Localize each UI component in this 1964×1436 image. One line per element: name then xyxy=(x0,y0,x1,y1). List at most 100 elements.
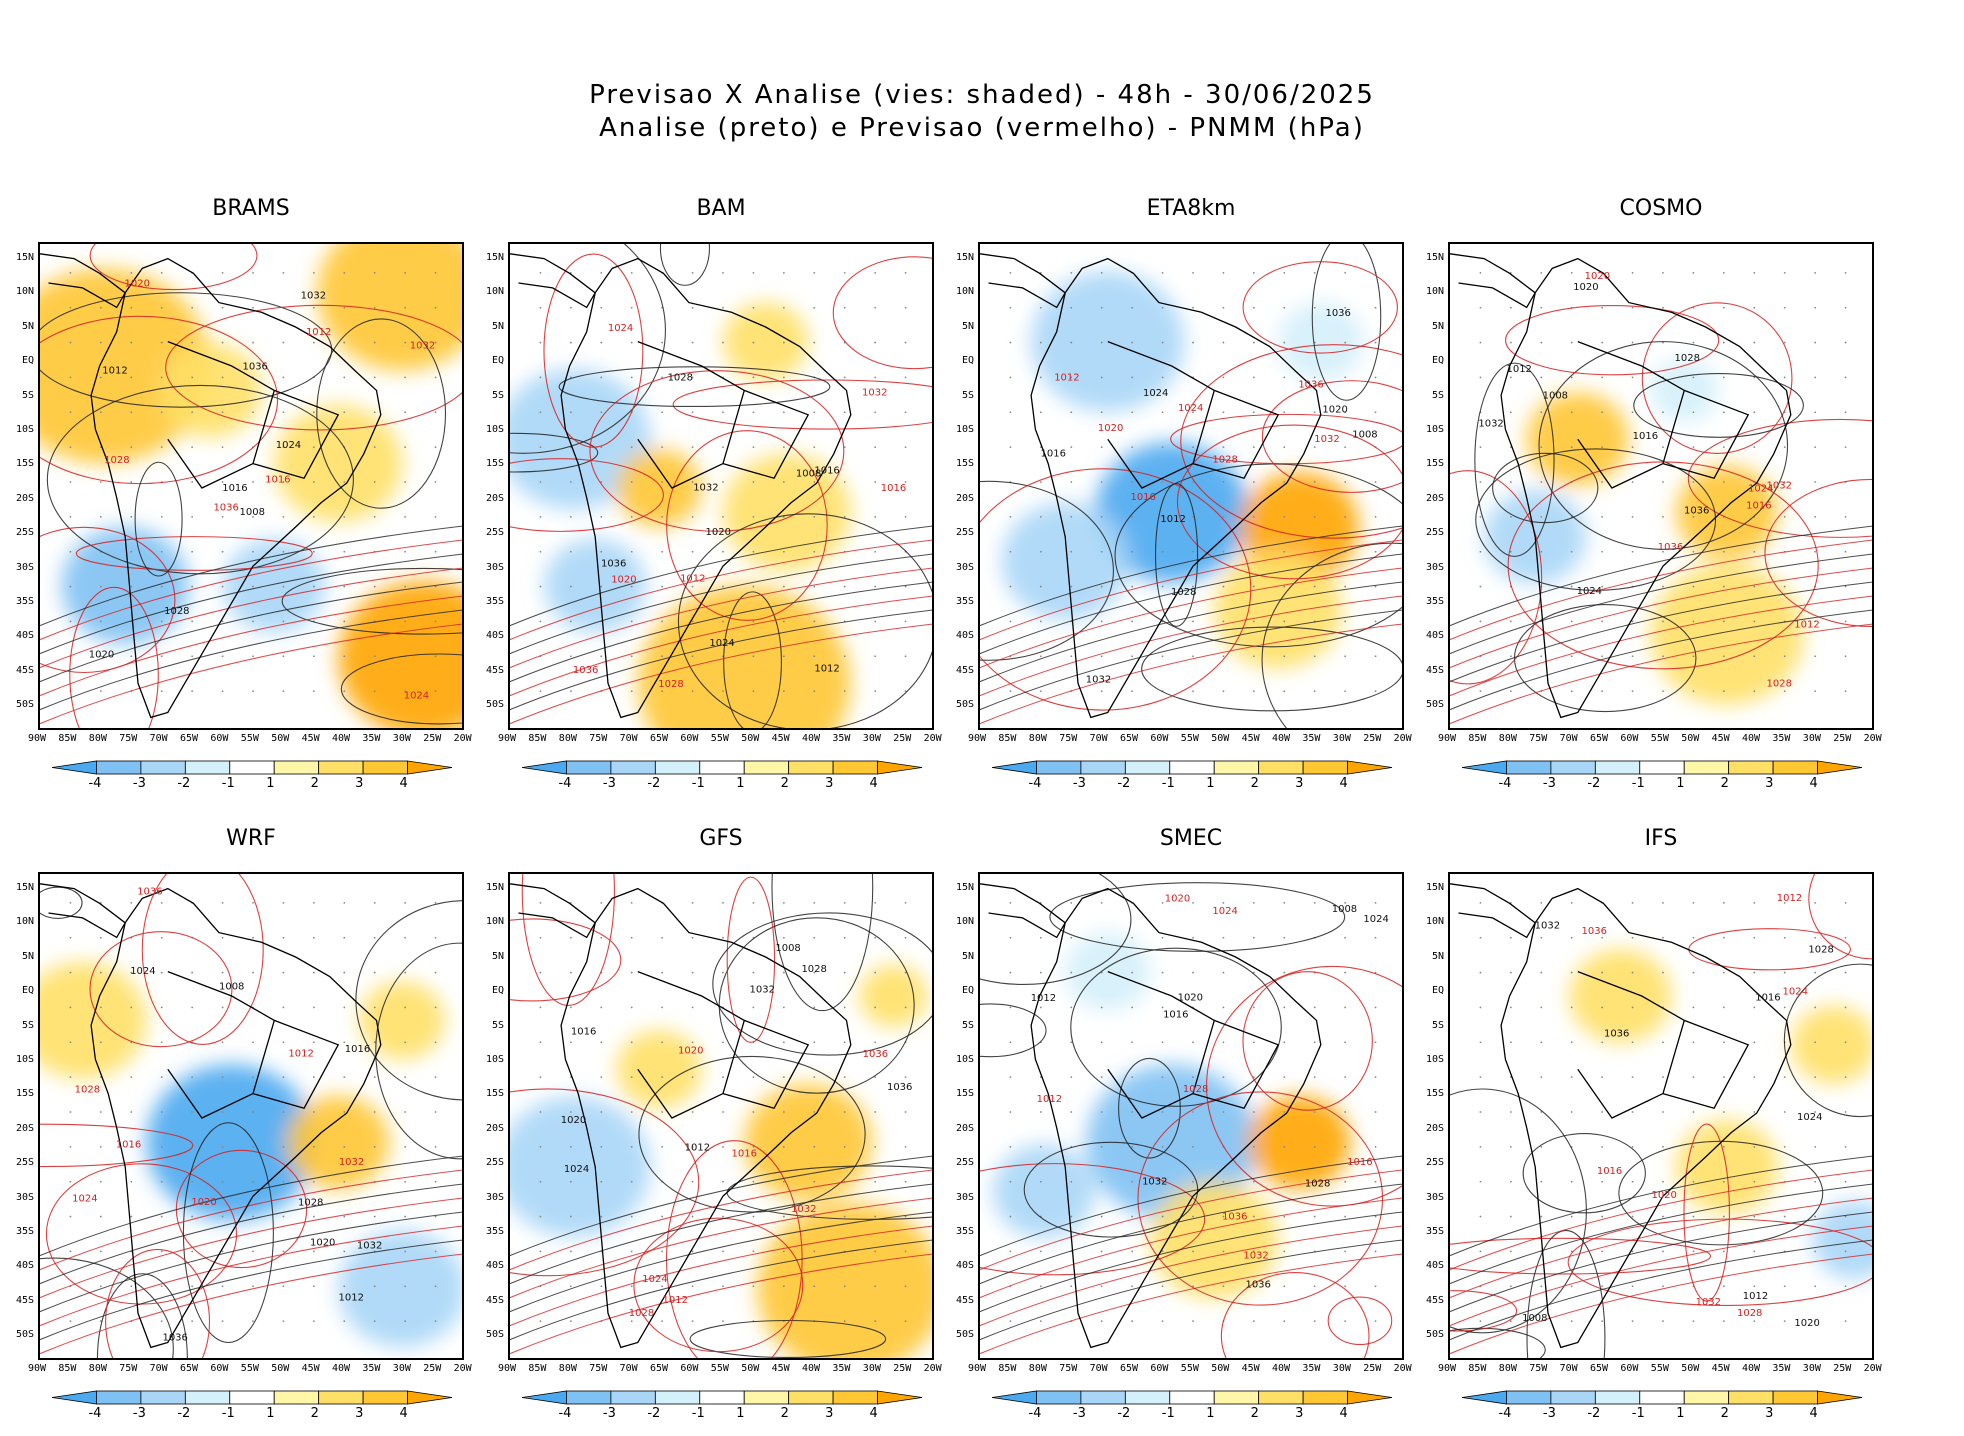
lon-label: 80W xyxy=(1498,733,1517,744)
analysis-contour-label: 1012 xyxy=(339,1292,364,1303)
analysis-isobar xyxy=(40,1155,462,1257)
analysis-isobar xyxy=(1311,244,1382,401)
lon-label: 80W xyxy=(1028,1363,1047,1374)
analysis-contour-label: 1032 xyxy=(1535,920,1560,931)
bias-region xyxy=(757,1202,932,1358)
forecast-isobar xyxy=(980,1163,1206,1276)
analysis-contour-label: 1028 xyxy=(668,372,693,383)
lon-label: 35W xyxy=(832,733,851,744)
lat-label: EQ xyxy=(1431,985,1444,997)
analysis-isobar xyxy=(510,609,932,711)
lat-label: 15S xyxy=(485,458,504,470)
analysis-contour-label: 1008 xyxy=(219,982,244,993)
forecast-contour-label: 1020 xyxy=(124,278,149,289)
lat-label: 15N xyxy=(15,252,34,263)
lat-label: 30S xyxy=(15,1191,34,1203)
analysis-isobar xyxy=(1474,362,1555,557)
lat-label: 45S xyxy=(955,1294,974,1306)
lat-label: 25S xyxy=(1425,1157,1444,1169)
analysis-isobar xyxy=(980,1183,1402,1285)
analysis-isobar xyxy=(1633,372,1804,438)
lat-label: 25S xyxy=(485,527,504,539)
bias-region xyxy=(223,538,326,633)
colorbar-label: 1 xyxy=(1676,1406,1685,1421)
analysis-isobar xyxy=(1475,448,1717,591)
lon-label: 55W xyxy=(240,1363,259,1374)
forecast-isobar xyxy=(1206,965,1402,1207)
analysis-isobar xyxy=(558,366,831,408)
pressure-contours xyxy=(40,244,462,728)
analysis-isobar xyxy=(1450,581,1872,683)
forecast-contour-label: 1016 xyxy=(1746,501,1771,512)
analysis-isobar xyxy=(96,1273,188,1358)
lat-label: 5N xyxy=(1431,320,1444,332)
forecast-isobar xyxy=(510,458,664,532)
colorbar-label: -4 xyxy=(558,776,572,791)
colorbar-label: 1 xyxy=(266,1406,275,1421)
bias-region xyxy=(544,538,647,633)
forecast-isobar xyxy=(510,1088,700,1277)
colorbar-label: 3 xyxy=(825,1406,834,1421)
bias-region xyxy=(723,302,809,381)
analysis-contour-label: 1012 xyxy=(814,664,839,675)
lon-label: 25W xyxy=(893,733,912,744)
analysis-contour-label: 1008 xyxy=(1522,1313,1547,1324)
lat-lon-grid xyxy=(1479,271,1847,693)
lat-label: 5S xyxy=(491,389,504,401)
analysis-contour-label: 1036 xyxy=(1684,505,1709,516)
analysis-isobar xyxy=(1450,1155,1872,1257)
colorbar-label: 4 xyxy=(869,776,878,791)
colorbar-label: -2 xyxy=(1117,776,1131,791)
lat-label: 20S xyxy=(955,1122,974,1134)
analysis-isobar xyxy=(980,1003,1047,1058)
analysis-isobar xyxy=(980,581,1402,683)
map-canvas-wrf: 1008 1012 1016 1020 1024 1028 1032 1036 1012 1016… xyxy=(40,874,462,1358)
lon-label: 50W xyxy=(1681,733,1700,744)
forecast-isobar xyxy=(1505,305,1720,376)
lon-label: 30W xyxy=(392,733,411,744)
colorbar-label: 1 xyxy=(266,776,275,791)
colorbar-label: 3 xyxy=(1765,776,1774,791)
analysis-isobar xyxy=(40,553,462,655)
lon-label: 55W xyxy=(1650,733,1669,744)
lat-label: 5S xyxy=(961,389,974,401)
forecast-isobar xyxy=(510,539,932,641)
analysis-contour-label: 1036 xyxy=(601,559,626,570)
colorbar-label: -3 xyxy=(132,776,146,791)
lon-label: 65W xyxy=(1120,1363,1139,1374)
lon-label: 45W xyxy=(1241,733,1260,744)
pressure-contours xyxy=(980,244,1402,728)
lon-label: 80W xyxy=(88,733,107,744)
lon-label: 20W xyxy=(453,733,472,744)
forecast-isobar xyxy=(1137,1091,1384,1306)
bias-region xyxy=(1001,502,1130,620)
panel-title-gfs: GFS xyxy=(699,826,743,851)
lon-label: 20W xyxy=(923,1363,942,1374)
forecast-contour-label: 1012 xyxy=(1037,1094,1062,1105)
colorbar-label: -2 xyxy=(177,1406,191,1421)
analysis-isobar xyxy=(40,525,462,627)
forecast-contour-label: 1024 xyxy=(1748,483,1773,494)
lat-label: 40S xyxy=(15,1260,34,1272)
lat-label: 35S xyxy=(1425,596,1444,607)
lat-label: 35S xyxy=(15,596,34,607)
colorbar-label: 4 xyxy=(1339,1406,1348,1421)
panel-title-wrf: WRF xyxy=(226,826,276,851)
forecast-isobar xyxy=(1687,418,1872,538)
lat-label: 25S xyxy=(15,1157,34,1169)
analysis-contour-label: 1036 xyxy=(1325,308,1350,319)
analysis-isobar xyxy=(980,1211,1402,1313)
analysis-contour-label: 1032 xyxy=(301,290,326,301)
forecast-isobar xyxy=(1641,302,1793,454)
map-panel-eta8km: 1008 1012 1016 1020 1024 1028 1032 1036 1012 1016… xyxy=(978,242,1404,730)
forecast-isobar xyxy=(1450,595,1872,697)
forecast-isobar xyxy=(510,1225,932,1327)
analysis-contour-label: 1008 xyxy=(796,468,821,479)
bias-region xyxy=(1790,1005,1872,1084)
forecast-contour-label: 1020 xyxy=(611,575,636,586)
panel-title-bam: BAM xyxy=(696,196,746,221)
forecast-isobar xyxy=(75,536,313,571)
lon-label: 25W xyxy=(1363,733,1382,744)
lon-label: 35W xyxy=(362,733,381,744)
analysis-isobar xyxy=(510,525,932,627)
